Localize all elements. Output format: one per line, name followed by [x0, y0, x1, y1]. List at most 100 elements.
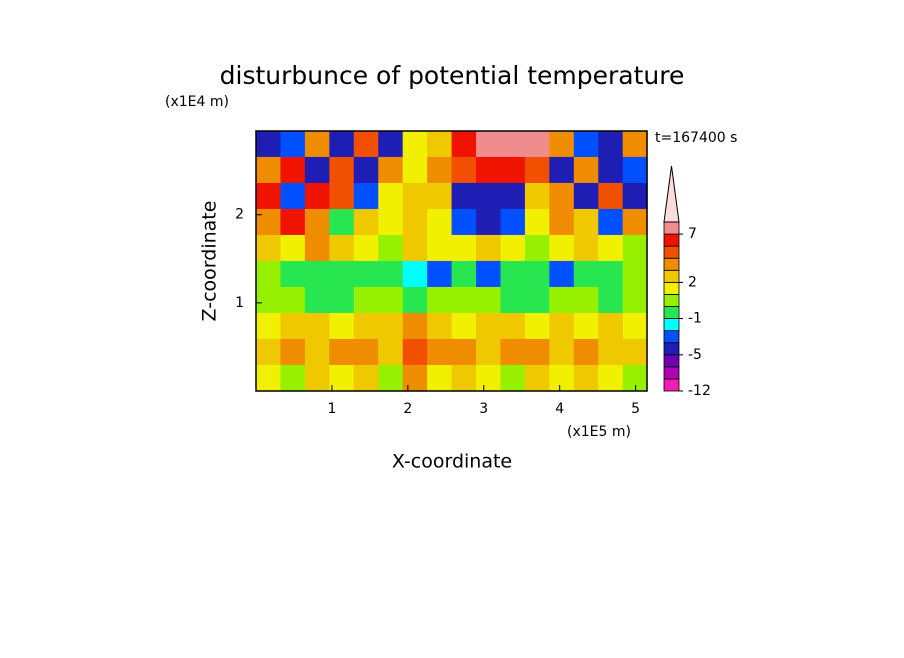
- contour-cell: [524, 130, 550, 158]
- contour-cell: [329, 260, 355, 288]
- contour-cell: [427, 312, 453, 340]
- colorbar-box: [663, 233, 680, 247]
- contour-cell: [329, 208, 355, 236]
- contour-cell: [304, 260, 330, 288]
- contour-cell: [451, 130, 477, 158]
- contour-cell: [402, 234, 428, 262]
- contour-cell: [524, 338, 550, 366]
- contour-cell: [524, 312, 550, 340]
- contour-cell: [378, 156, 404, 184]
- contour-cell: [353, 234, 379, 262]
- contour-cell: [573, 156, 599, 184]
- colorbar-label: -1: [688, 311, 702, 327]
- x-axis-label: X-coordinate: [392, 451, 512, 473]
- contour-cell: [256, 234, 281, 262]
- contour-cell: [622, 234, 648, 262]
- contour-cell: [427, 286, 453, 314]
- chart-title: disturbunce of potential temperature: [220, 61, 685, 90]
- contour-cell: [549, 312, 575, 340]
- contour-cell: [353, 312, 379, 340]
- x-tick-label: 1: [327, 401, 336, 417]
- contour-cell: [280, 364, 306, 392]
- contour-cell: [280, 260, 306, 288]
- contour-cell: [304, 286, 330, 314]
- contour-cell: [427, 260, 453, 288]
- contour-cell: [598, 312, 624, 340]
- contour-cell: [329, 156, 355, 184]
- contour-cell: [500, 364, 526, 392]
- contour-cell: [304, 364, 330, 392]
- contour-cell: [549, 260, 575, 288]
- contour-cell: [378, 130, 404, 158]
- contour-cell: [476, 260, 501, 288]
- colorbar-label: -12: [688, 383, 711, 399]
- colorbar-box: [663, 354, 680, 368]
- contour-cell: [427, 130, 453, 158]
- contour-cell: [573, 182, 599, 210]
- contour-cell: [500, 156, 526, 184]
- contour-cell: [256, 208, 281, 236]
- contour-cell: [451, 338, 477, 366]
- contour-cell: [304, 338, 330, 366]
- contour-cell: [573, 364, 599, 392]
- contour-cell: [329, 364, 355, 392]
- contour-cell: [451, 234, 477, 262]
- contour-cell: [378, 338, 404, 366]
- contour-cell: [500, 312, 526, 340]
- contour-cell: [524, 156, 550, 184]
- contour-cell: [524, 208, 550, 236]
- contour-cell: [329, 286, 355, 314]
- contour-cell: [329, 130, 355, 158]
- contour-cell: [280, 130, 306, 158]
- x-unit: (x1E5 m): [567, 424, 631, 440]
- contour-cell: [598, 338, 624, 366]
- contour-cell: [549, 286, 575, 314]
- colorbar-box: [663, 257, 680, 271]
- colorbar-box: [663, 281, 680, 295]
- contour-cell: [402, 208, 428, 236]
- colorbar-arrow: [663, 165, 680, 223]
- contour-cell: [378, 234, 404, 262]
- contour-cell: [280, 182, 306, 210]
- contour-cell: [549, 364, 575, 392]
- colorbar-box: [663, 306, 680, 319]
- contour-cell: [402, 260, 428, 288]
- contour-cell: [353, 156, 379, 184]
- contour-cell: [476, 208, 501, 236]
- contour-cell: [573, 338, 599, 366]
- contour-cell: [524, 364, 550, 392]
- y-axis-label: Z-coordinate: [199, 201, 221, 322]
- contour-cell: [280, 312, 306, 340]
- contour-cell: [280, 234, 306, 262]
- contour-cell: [378, 364, 404, 392]
- contour-cell: [476, 338, 501, 366]
- colorbar-box: [663, 342, 680, 356]
- contour-cell: [451, 156, 477, 184]
- contour-cell: [378, 208, 404, 236]
- contour-cell: [427, 364, 453, 392]
- contour-cell: [378, 286, 404, 314]
- contour-cell: [549, 338, 575, 366]
- contour-cell: [500, 234, 526, 262]
- contour-cell: [622, 130, 648, 158]
- contour-cell: [256, 182, 281, 210]
- contour-cell: [402, 286, 428, 314]
- contour-cell: [378, 312, 404, 340]
- contour-cell: [304, 208, 330, 236]
- colorbar-label: -5: [688, 347, 702, 363]
- contour-cell: [353, 260, 379, 288]
- contour-cell: [402, 312, 428, 340]
- contour-cell: [451, 312, 477, 340]
- colorbar-box: [663, 221, 680, 235]
- contour-cell: [329, 338, 355, 366]
- contour-cell: [280, 156, 306, 184]
- contour-cell: [402, 130, 428, 158]
- contour-cell: [622, 260, 648, 288]
- contour-cell: [378, 182, 404, 210]
- contour-cell: [598, 130, 624, 158]
- contour-cell: [573, 286, 599, 314]
- contour-cell: [622, 208, 648, 236]
- contour-cell: [573, 130, 599, 158]
- contour-cell: [304, 182, 330, 210]
